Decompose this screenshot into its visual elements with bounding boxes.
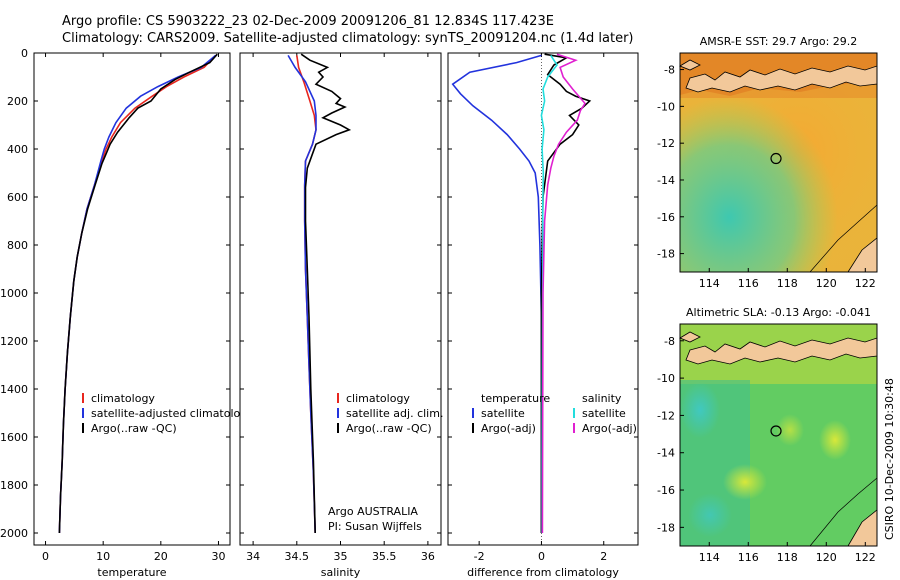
- depth-tick-label: 2000: [0, 527, 28, 540]
- temperature-xtick-label: 30: [211, 550, 225, 563]
- temperature-series-argo-raw-qc-: [58, 53, 218, 534]
- temperature-xtick-label: 0: [42, 550, 49, 563]
- sst_map-ytick-label: -8: [664, 64, 675, 77]
- sst_map-xtick-label: 114: [699, 277, 720, 290]
- sst_map-argo-location-marker: [770, 152, 782, 165]
- diff-legend-sal-argo-label: Argo(-adj): [582, 422, 637, 435]
- difference-xtick-label: -2: [474, 550, 485, 563]
- temperature-plot-frame: [33, 52, 231, 546]
- salinity-series-satellite-adj-clim-: [287, 54, 317, 534]
- diff-legend-sal-satellite-label: satellite: [582, 407, 626, 420]
- difference-xtick-label: 2: [600, 550, 607, 563]
- sla_map-ytick-label: -18: [657, 521, 675, 534]
- difference-xlabel: difference from climatology: [467, 566, 619, 579]
- sal-legend-argo-label: Argo(..raw -QC): [346, 422, 432, 435]
- depth-tick-label: 200: [7, 95, 28, 108]
- sst_map-frame: [679, 52, 878, 273]
- difference-xtick-label: 0: [538, 550, 545, 563]
- depth-tick-label: 0: [21, 47, 28, 60]
- salinity-xtick-label: 35.5: [372, 550, 397, 563]
- difference-series-salinity-argo-adj-: [541, 53, 586, 534]
- salinity-xtick-label: 35: [334, 550, 348, 563]
- sla_map-xtick-label: 118: [777, 551, 798, 564]
- sla_map-xtick-label: 120: [816, 551, 837, 564]
- sst_map-ytick-label: -14: [657, 174, 675, 187]
- sst_map-ytick-label: -12: [657, 137, 675, 150]
- depth-tick-label: 1800: [0, 479, 28, 492]
- sla_map-ytick-label: -12: [657, 409, 675, 422]
- depth-tick-label: 600: [7, 191, 28, 204]
- sst_map-xtick-label: 116: [738, 277, 759, 290]
- temperature-xtick-label: 20: [154, 550, 168, 563]
- temperature-panel: 0 10 20 30 0 200 400 600 800 1000 1200 1400 1600 1800…: [0, 47, 254, 579]
- credit-label: CSIRO 10-Dec-2009 10:30:48: [883, 378, 896, 540]
- sla_map-ytick-label: -14: [657, 447, 675, 460]
- depth-tick-label: 1200: [0, 335, 28, 348]
- sal-legend-satellite-label: satellite adj. clim.: [346, 407, 443, 420]
- sla_map-ytick-label: -10: [657, 372, 675, 385]
- temperature-xtick-label: 10: [96, 550, 110, 563]
- sst_map-xtick-label: 122: [855, 277, 876, 290]
- difference-panel: -2 0 2 difference from climatology temperatu…: [447, 52, 639, 579]
- sla_map-xtick-label: 116: [738, 551, 759, 564]
- diff-legend-temp-argo-label: Argo(-adj): [481, 422, 536, 435]
- sla_map-frame: [679, 323, 878, 547]
- sal-footnote-line1: Argo AUSTRALIA: [328, 505, 418, 518]
- temp-legend-argo-label: Argo(..raw -QC): [91, 422, 177, 435]
- depth-tick-label: 800: [7, 239, 28, 252]
- salinity-xtick-label: 34: [246, 550, 260, 563]
- diff-legend-sal-title: salinity: [582, 392, 622, 405]
- sst_map-ytick-label: -18: [657, 248, 675, 261]
- diff-legend-temp-satellite-label: satellite: [481, 407, 525, 420]
- sst_map-xtick-label: 118: [777, 277, 798, 290]
- diff-legend-temp-title: temperature: [481, 392, 550, 405]
- salinity-plot-frame: [239, 52, 442, 546]
- sst_map-ytick-label: -10: [657, 100, 675, 113]
- sla_map-xtick-label: 114: [699, 551, 720, 564]
- sal-legend-climatology-label: climatology: [346, 392, 410, 405]
- sla_map-ytick-label: -8: [664, 335, 675, 348]
- depth-tick-label: 1600: [0, 431, 28, 444]
- salinity-panel: 34 34.5 35 35.5 36 salinity climatology satelli…: [239, 52, 443, 579]
- sal-footnote-line2: PI: Susan Wijffels: [328, 520, 422, 533]
- sst_map-ytick-label: -16: [657, 211, 675, 224]
- sla_map-title: Altimetric SLA: -0.13 Argo: -0.041: [686, 306, 871, 319]
- sla_map-argo-location-marker: [770, 425, 782, 437]
- temp-legend-climatology-label: climatology: [91, 392, 155, 405]
- depth-tick-label: 1400: [0, 383, 28, 396]
- temperature-xlabel: temperature: [97, 566, 166, 579]
- figure-title-line2: Climatology: CARS2009. Satellite-adjuste…: [62, 31, 634, 46]
- sla_map-ytick-label: -16: [657, 484, 675, 497]
- salinity-xtick-label: 34.5: [285, 550, 310, 563]
- salinity-xlabel: salinity: [321, 566, 361, 579]
- depth-tick-label: 400: [7, 143, 28, 156]
- sst_map-title: AMSR-E SST: 29.7 Argo: 29.2: [700, 35, 858, 48]
- sst_map-xtick-label: 120: [816, 277, 837, 290]
- difference-series-temperature-satellite: [451, 54, 543, 533]
- sla_map-xtick-label: 122: [855, 551, 876, 564]
- temp-legend-satellite-label: satellite-adjusted climatology: [91, 407, 254, 420]
- sla-map-panel: Altimetric SLA: -0.13 Argo: -0.041 114 116…: [657, 306, 878, 564]
- salinity-xtick-label: 36: [421, 550, 435, 563]
- salinity-series-argo-raw-qc-: [300, 53, 352, 534]
- figure-title-line1: Argo profile: CS 5903222_23 02-Dec-2009 …: [62, 14, 554, 29]
- depth-tick-label: 1000: [0, 287, 28, 300]
- sst-map-panel: AMSR-E SST: 29.7 Argo: 29.2 114 116 118 120 1…: [657, 35, 878, 290]
